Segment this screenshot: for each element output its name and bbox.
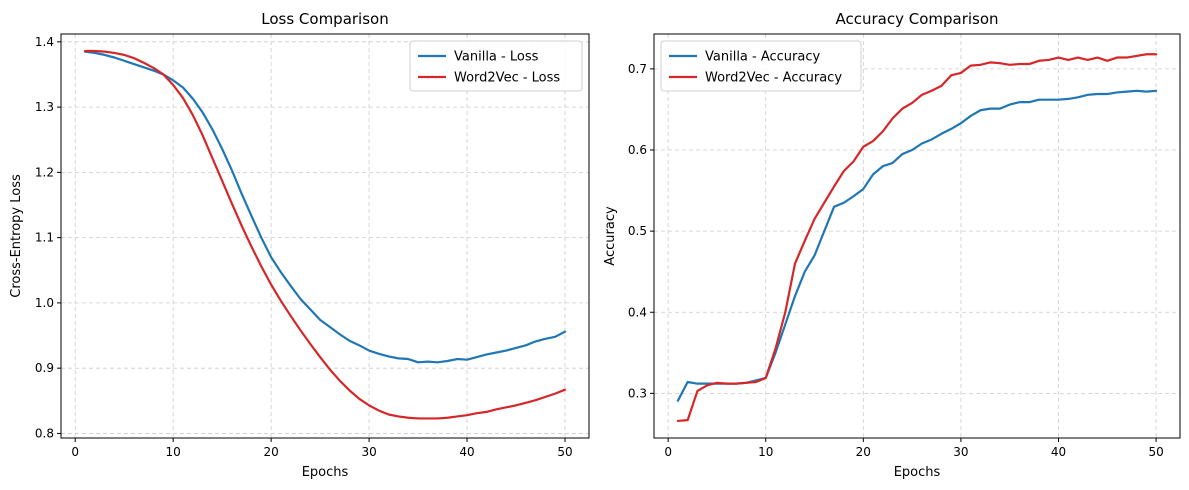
loss-legend-box: [409, 40, 583, 92]
loss-legend-label-vanilla: Vanilla - Loss: [454, 50, 539, 65]
accuracy-chart: 0 10 20 30 40 50 0.3 0.4 0.5 0.6 0.7 Accuracy Comp…: [603, 10, 1181, 480]
loss-x-tick-label: 50: [557, 445, 572, 459]
accuracy-y-tick-label: 0.5: [628, 224, 647, 238]
accuracy-x-tick-label: 10: [758, 445, 773, 459]
accuracy-legend-label-vanilla: Vanilla - Accuracy: [705, 50, 821, 65]
accuracy-y-tick-label: 0.7: [628, 62, 647, 76]
accuracy-chart-title: Accuracy Comparison: [835, 10, 998, 28]
loss-y-tick-label: 1.2: [35, 165, 54, 179]
loss-x-tick-label: 10: [166, 445, 181, 459]
accuracy-legend-label-word2vec: Word2Vec - Accuracy: [705, 71, 842, 86]
accuracy-x-axis-label: Epochs: [894, 465, 941, 480]
accuracy-x-tick-label: 50: [1148, 445, 1163, 459]
loss-ticks: 0 10 20 30 40 50 0.8 0.9 1.0 1.1 1.2 1.3 1.4: [35, 35, 573, 459]
loss-x-tick-label: 0: [71, 445, 79, 459]
accuracy-series: [676, 53, 1158, 423]
accuracy-x-tick-label: 30: [953, 445, 968, 459]
loss-legend: Vanilla - Loss Word2Vec - Loss: [409, 40, 583, 92]
loss-grid: [61, 34, 589, 438]
accuracy-series-line-vanilla: [676, 89, 1158, 402]
loss-y-tick-label: 0.9: [35, 361, 54, 375]
accuracy-legend: Vanilla - Accuracy Word2Vec - Accuracy: [660, 40, 862, 92]
accuracy-y-tick-label: 0.4: [628, 305, 647, 319]
loss-series: [83, 49, 567, 420]
accuracy-ticks: 0 10 20 30 40 50 0.3 0.4 0.5 0.6 0.7: [628, 62, 1164, 459]
loss-y-tick-label: 1.0: [35, 296, 54, 310]
loss-x-tick-label: 30: [361, 445, 376, 459]
accuracy-plot-frame: [653, 33, 1181, 439]
loss-x-tick-label: 20: [263, 445, 278, 459]
loss-y-tick-label: 0.8: [35, 426, 54, 440]
accuracy-x-tick-label: 20: [856, 445, 871, 459]
accuracy-x-tick-label: 40: [1051, 445, 1066, 459]
loss-chart: 0 10 20 30 40 50 0.8 0.9 1.0 1.1 1.2 1.3 1.4 Loss Co…: [9, 10, 590, 480]
loss-chart-title: Loss Comparison: [261, 10, 388, 28]
loss-plot-frame: [60, 33, 590, 439]
accuracy-legend-box: [660, 40, 862, 92]
loss-x-axis-label: Epochs: [302, 465, 349, 480]
loss-y-tick-label: 1.1: [35, 231, 54, 245]
loss-series-line-word2vec: [83, 49, 567, 420]
loss-y-tick-label: 1.4: [35, 35, 54, 49]
loss-legend-label-word2vec: Word2Vec - Loss: [454, 71, 560, 86]
accuracy-y-tick-label: 0.6: [628, 143, 647, 157]
loss-y-axis-label: Cross-Entropy Loss: [9, 174, 24, 298]
accuracy-y-tick-label: 0.3: [628, 386, 647, 400]
accuracy-series-line-word2vec: [676, 53, 1158, 423]
accuracy-y-axis-label: Accuracy: [603, 206, 618, 266]
loss-y-tick-label: 1.3: [35, 100, 54, 114]
loss-x-tick-label: 40: [459, 445, 474, 459]
accuracy-x-tick-label: 0: [664, 445, 672, 459]
